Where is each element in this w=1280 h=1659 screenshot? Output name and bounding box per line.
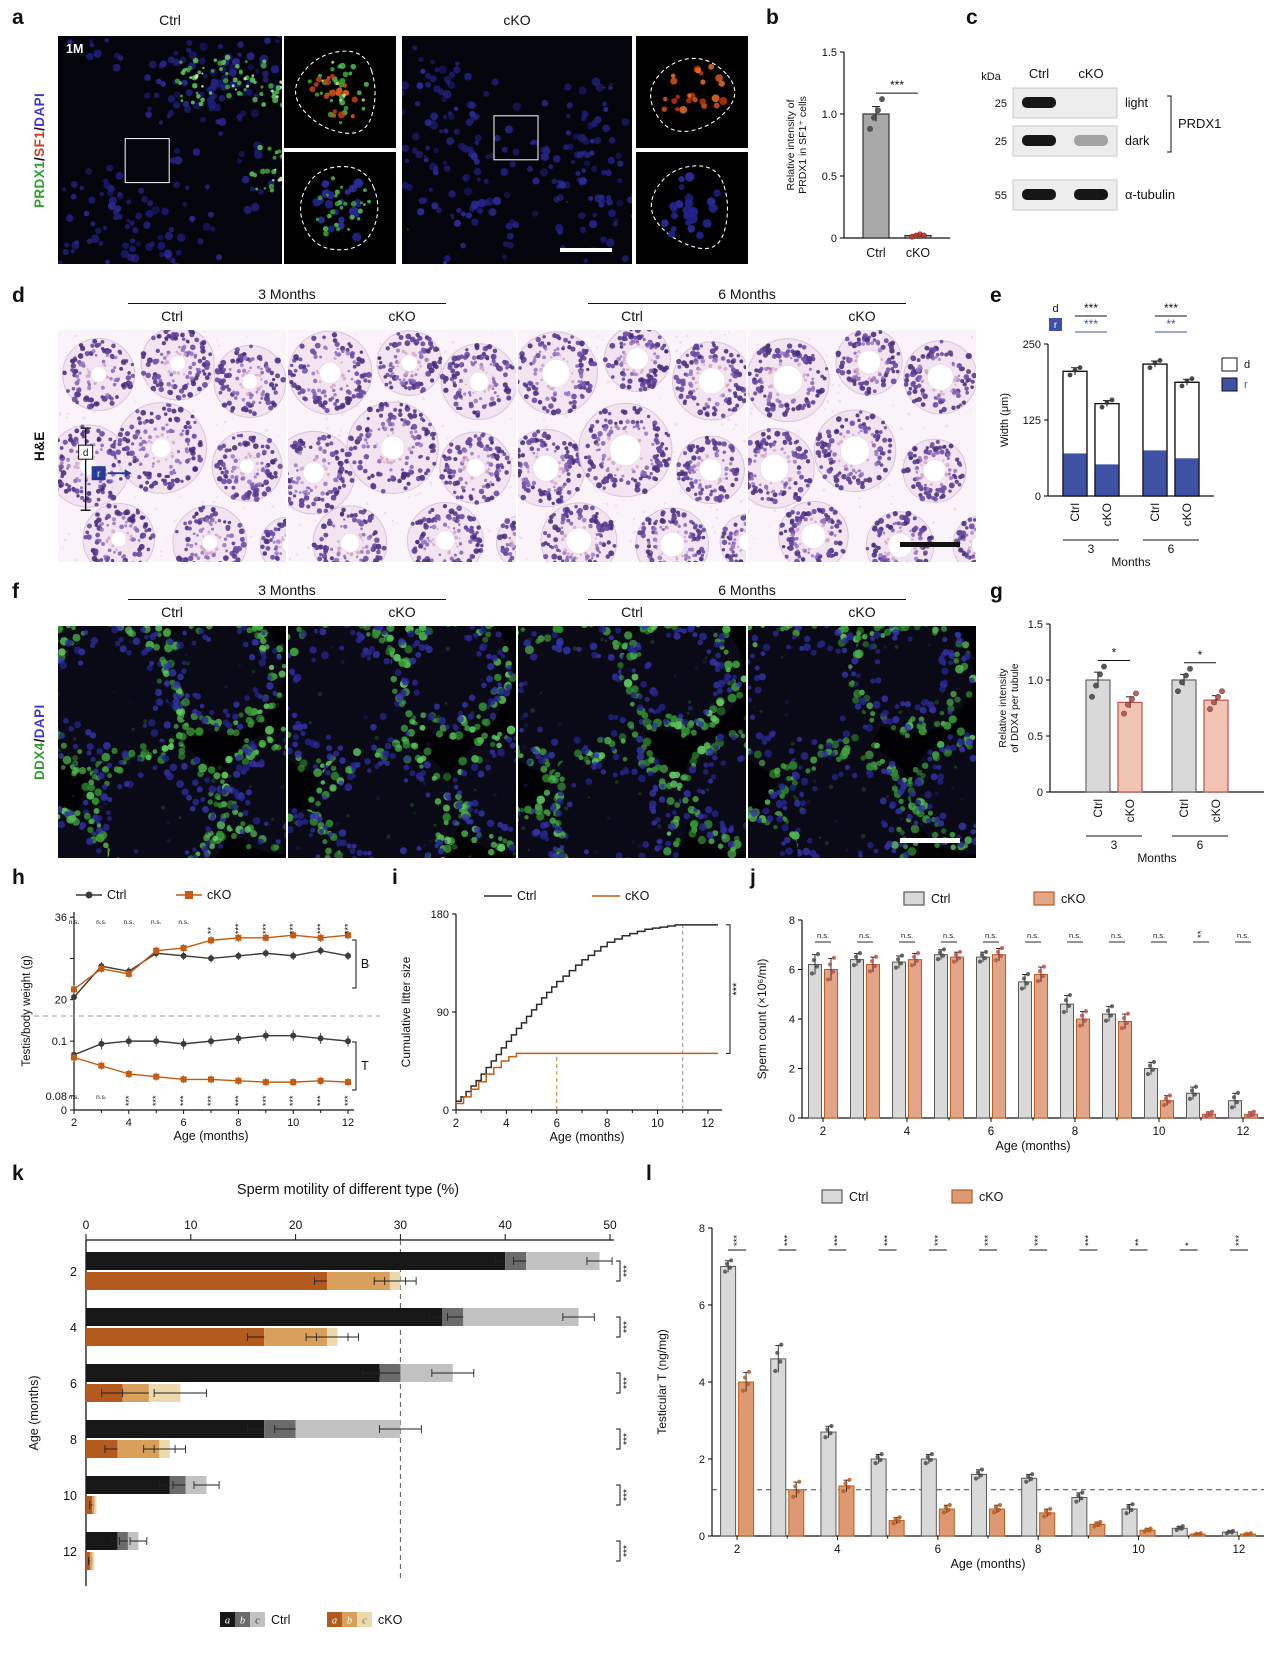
- col-cko-6m-f: cKO: [848, 604, 876, 620]
- micrograph-prdx1-ctrl: [58, 36, 282, 264]
- chart-sperm-count: 0 2 4 6 8 Ctrl cKO n.s. 2 n.s. n.s. 4 n.s. n.s. 6 n.s. n…: [754, 884, 1274, 1160]
- micrograph-prdx1-cko-inset-bottom: [636, 152, 748, 264]
- svg-text:Ctrl: Ctrl: [1029, 66, 1049, 81]
- svg-text:cKO: cKO: [1078, 66, 1103, 81]
- micrograph-prdx1-ctrl-inset-top: [284, 36, 396, 148]
- micrograph-prdx1-ctrl-inset-bottom: [284, 152, 396, 264]
- chart-body-testis-weight: Ctrl cKO 36 20 0.1 0.08 0 2 4 6 8 10 12 Age (months) T…: [18, 884, 390, 1160]
- scale-bar-d: [900, 542, 960, 547]
- time-header-6m-d: 6 Months: [588, 286, 906, 304]
- svg-text:1.5: 1.5: [822, 47, 837, 59]
- chart-testicular-t: 0 2 4 6 8 Ctrl cKO *** 2 *** *** 4 *** *** 6 *** *** 8 ***…: [652, 1182, 1274, 1582]
- chart-prdx1-intensity: 0 0.5 1.0 1.5 Ctrl cKO *** Relative intensity o…: [786, 24, 962, 274]
- svg-text:kDa: kDa: [981, 71, 1001, 83]
- panel-letter-a: a: [12, 6, 24, 29]
- panel-letter-g: g: [990, 580, 1003, 603]
- side-label-part: SF1: [32, 130, 47, 157]
- svg-text:cKO: cKO: [906, 246, 931, 260]
- svg-text:Relative intensity of: Relative intensity of: [786, 99, 797, 190]
- col-ctrl-6m-d: Ctrl: [621, 308, 643, 324]
- side-label-part: DAPI: [32, 92, 47, 127]
- svg-text:PRDX1: PRDX1: [1178, 116, 1221, 131]
- chart-ddx4-intensity: 0 0.5 1.0 1.5 Ctrl cKO Ctrl cKO 3 6 Months * * Relati…: [996, 594, 1276, 864]
- scale-bar-f: [900, 838, 960, 843]
- stain-label-he: H&E: [32, 431, 47, 461]
- svg-text:1.0: 1.0: [822, 109, 837, 121]
- svg-text:55: 55: [995, 190, 1007, 202]
- panel-letter-c: c: [966, 6, 978, 29]
- micrograph-ddx4-cko-3m: [288, 626, 516, 858]
- col-cko-3m-d: cKO: [388, 308, 416, 324]
- chart-tubule-width: 0 125 250 Ctrl cKO Ctrl cKO 3 6 Months d *** *** r ***…: [996, 298, 1276, 568]
- time-header-3m-f: 3 Months: [128, 582, 446, 600]
- panel-letter-h: h: [12, 866, 25, 889]
- svg-text:dark: dark: [1125, 134, 1150, 148]
- svg-text:Ctrl: Ctrl: [866, 246, 885, 260]
- svg-text:PRDX1 in SF1⁺ cells: PRDX1 in SF1⁺ cells: [797, 96, 809, 194]
- side-label-part: PRDX1: [32, 160, 47, 208]
- side-label-part: /: [32, 738, 47, 743]
- age-tag-1m: 1M: [66, 42, 84, 56]
- svg-text:0.5: 0.5: [822, 171, 837, 183]
- panel-letter-b: b: [766, 6, 779, 29]
- svg-text:r: r: [97, 469, 101, 480]
- col-ctrl-6m-f: Ctrl: [621, 604, 643, 620]
- svg-text:25: 25: [995, 98, 1007, 110]
- chart-sperm-motility: Sperm motility of different type (%) 0 10 2…: [20, 1174, 642, 1650]
- side-label-part: DAPI: [32, 704, 47, 739]
- micrograph-ddx4-ctrl-3m: [58, 626, 286, 858]
- panel-letter-i: i: [392, 866, 398, 889]
- side-label-part: DDX4: [32, 742, 47, 780]
- svg-text:0: 0: [831, 233, 837, 245]
- scale-bar-a: [560, 248, 612, 252]
- micrograph-ddx4-ctrl-6m: [518, 626, 746, 858]
- col-ctrl-3m-d: Ctrl: [161, 308, 183, 324]
- micrograph-ddx4-cko-6m: [748, 626, 976, 858]
- panel-letter-f: f: [12, 580, 19, 603]
- svg-text:α-tubulin: α-tubulin: [1125, 187, 1175, 202]
- side-label-part: /: [32, 156, 47, 161]
- micrograph-he-ctrl-6m: [518, 330, 746, 562]
- micrograph-prdx1-cko: [402, 36, 632, 264]
- micrograph-he-cko-6m: [748, 330, 976, 562]
- panel-letter-j: j: [750, 866, 756, 889]
- stain-label-prdx1-sf1-dapi: PRDX1/SF1/DAPI: [32, 36, 52, 264]
- stain-label-ddx4-dapi: DDX4/DAPI: [32, 626, 52, 858]
- chart-cumulative-litter: Ctrl cKO 0 90 180 2 4 6 8 10 12 Age (months) Cumulat…: [396, 884, 748, 1160]
- panel-letter-k: k: [12, 1162, 24, 1185]
- panel-letter-e: e: [990, 284, 1002, 307]
- svg-text:light: light: [1125, 96, 1148, 110]
- col-cko-6m-d: cKO: [848, 308, 876, 324]
- panel-letter-d: d: [12, 284, 25, 307]
- micrograph-he-cko-3m: [288, 330, 516, 562]
- side-label-part: /: [32, 126, 47, 131]
- col-ctrl-3m-f: Ctrl: [161, 604, 183, 620]
- micrograph-prdx1-cko-inset-top: [636, 36, 748, 148]
- col-cko-3m-f: cKO: [388, 604, 416, 620]
- svg-text:25: 25: [995, 136, 1007, 148]
- western-blot: kDa Ctrl cKO 25 25 55 light dark PRDX1 α-tubulin: [975, 22, 1277, 274]
- svg-text:d: d: [83, 448, 89, 459]
- time-header-6m-f: 6 Months: [588, 582, 906, 600]
- panel-letter-l: l: [646, 1162, 652, 1185]
- col-header-cko-a: cKO: [503, 12, 531, 28]
- svg-text:***: ***: [890, 78, 904, 92]
- col-header-ctrl-a: Ctrl: [159, 12, 181, 28]
- time-header-3m-d: 3 Months: [128, 286, 446, 304]
